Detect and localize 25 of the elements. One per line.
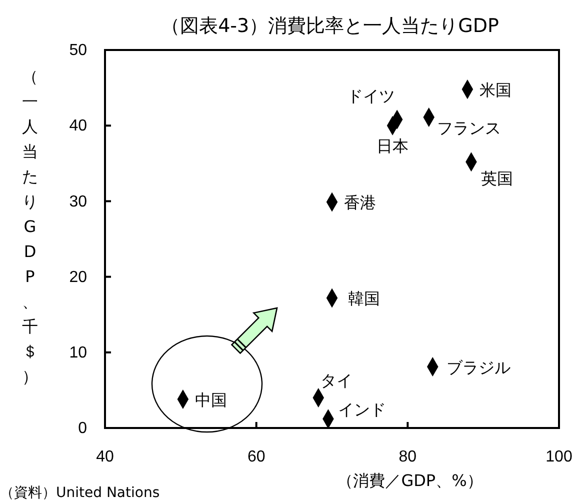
annotation: タイ	[320, 370, 352, 390]
y-tick-label: 50	[69, 42, 88, 60]
y-tick-label: 40	[69, 118, 88, 135]
annotation: フランス	[436, 118, 501, 138]
annotation: ドイツ	[347, 86, 396, 106]
annotation: 英国	[481, 168, 514, 188]
annotation: 中国	[194, 390, 227, 410]
annotation: 韓国	[348, 288, 380, 308]
x-tick-label: 60	[247, 448, 266, 466]
annotation: 米国	[479, 80, 512, 100]
annotation: 日本	[376, 136, 409, 156]
x-axis-title: （消費／GDP、%）	[337, 471, 483, 490]
annotation: ブラジル	[446, 358, 511, 377]
y-tick-label: 20	[69, 268, 88, 286]
y-tick-label: 10	[69, 344, 88, 362]
text: （資料）United Nations	[0, 485, 160, 501]
y-tick-label: 30	[69, 193, 88, 210]
chart-title: （図表4-3）消費比率と一人当たりGDP	[161, 15, 499, 37]
annotation: 香港	[344, 192, 376, 212]
x-tick-label: 40	[96, 448, 114, 466]
x-tick-label: 80	[398, 448, 417, 466]
y-tick-label: 0	[78, 420, 88, 438]
x-tick-label: 100	[546, 448, 572, 466]
annotation: インド	[338, 400, 386, 419]
text: （一人当たりGDP、千＄）	[22, 67, 38, 386]
